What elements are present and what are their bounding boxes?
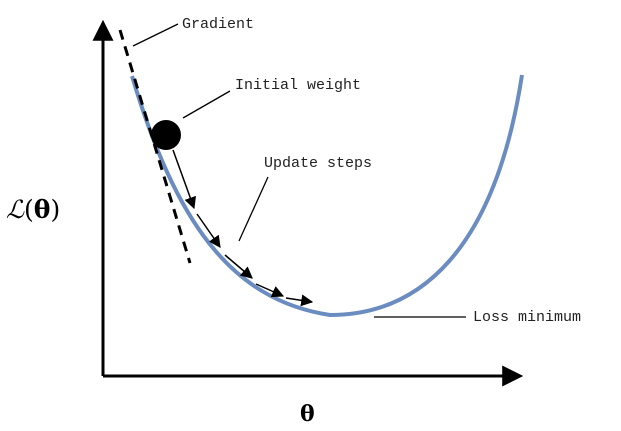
y-axis-label-script: ℒ: [6, 195, 25, 224]
update-step-arrow-4: [255, 283, 285, 298]
update-steps-label: Update steps: [264, 155, 372, 172]
initial-weight-leader-line: [182, 90, 231, 119]
loss-minimum-label: Loss minimum: [473, 309, 581, 326]
gradient-label: Gradient: [182, 16, 254, 33]
update-step-arrow-5: [285, 294, 314, 307]
gradient-leader-line: [132, 23, 179, 47]
x-axis-label: θ: [300, 401, 315, 427]
update-steps-leader-line: [238, 176, 269, 242]
update-step-arrow-1: [172, 149, 196, 210]
loss-curve: [130, 74, 524, 318]
update-step-arrow-3: [224, 254, 253, 279]
y-axis-label-paren-open: (: [24, 195, 34, 224]
gradient-tangent-line: [118, 29, 192, 264]
update-step-arrow-2: [196, 213, 221, 248]
y-axis-label: ℒ(θ): [6, 195, 60, 224]
initial-weight-ball: [151, 120, 181, 150]
initial-weight-label: Initial weight: [235, 77, 361, 94]
y-axis-label-paren-close: ): [50, 195, 60, 224]
y-axis-label-theta: θ: [34, 195, 51, 224]
